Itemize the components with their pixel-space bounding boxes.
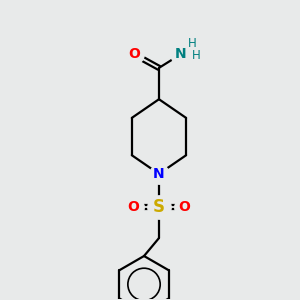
Text: N: N bbox=[175, 47, 186, 61]
Text: H: H bbox=[192, 50, 200, 62]
Text: N: N bbox=[153, 167, 165, 181]
Text: O: O bbox=[178, 200, 190, 214]
Text: H: H bbox=[188, 37, 196, 50]
Text: S: S bbox=[153, 198, 165, 216]
Text: O: O bbox=[128, 47, 140, 61]
Text: O: O bbox=[128, 200, 140, 214]
